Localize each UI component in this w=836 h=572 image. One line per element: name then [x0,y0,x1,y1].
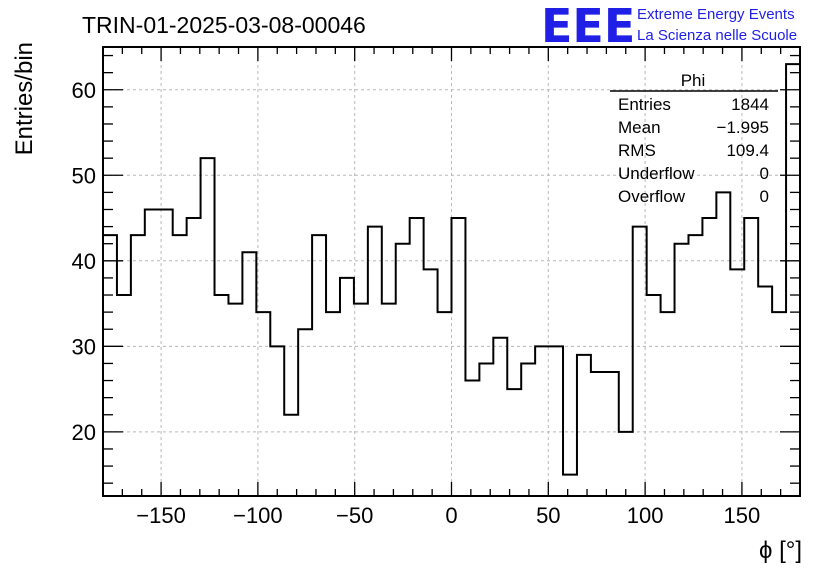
y-axis-label: Entries/bin [11,42,38,155]
histogram-bin [270,346,284,496]
stats-label: Underflow [618,164,695,183]
histogram-bin [215,295,229,496]
y-tick-label: 40 [72,249,96,274]
histogram-bin [675,244,689,496]
stats-label: Mean [618,118,661,137]
histogram-bin [688,235,702,496]
logo-line-1: Extreme Energy Events [637,6,795,23]
histogram-bin [368,227,382,496]
axis-ticks [103,47,800,496]
histogram-bin [298,329,312,496]
histogram-bin [605,372,619,496]
y-tick-label: 30 [72,334,96,359]
x-axis-label: ϕ [°] [759,537,802,564]
histogram-bin [493,338,507,496]
histogram-bin [326,312,340,496]
stats-rows: Entries 1844 Mean −1.995 RMS 109.4 Underflow 0 O… [618,95,769,206]
histogram-bin [647,295,661,496]
stats-label: Overflow [618,187,686,206]
histogram-bin [242,252,256,496]
histogram-series [103,63,800,496]
eee-logo: EEE [541,0,635,53]
x-tick-label: −100 [233,503,283,528]
histogram-outline [103,63,800,476]
stats-value: 109.4 [726,141,769,160]
histogram-bin [117,295,131,496]
histogram-bin [131,235,145,496]
x-tick-label: 50 [536,503,560,528]
histogram-bin [661,312,675,496]
histogram-bin [145,209,159,496]
histogram-bin [507,389,521,496]
stats-value: 0 [760,164,769,183]
y-tick-labels: 20 30 40 50 60 [72,78,96,445]
histogram-bin [438,312,452,496]
histogram-bin [772,312,786,496]
histogram-bin [382,304,396,496]
histogram-bin [479,363,493,496]
histogram-bin [452,218,466,496]
stats-title: Phi [681,71,706,90]
x-tick-label: 100 [627,503,664,528]
x-tick-label: −150 [136,503,186,528]
histogram-bin [103,235,117,496]
histogram-bin [312,235,326,496]
histogram-bin [549,346,563,496]
y-tick-label: 50 [72,163,96,188]
chart-title: TRIN-01-2025-03-08-00046 [82,12,366,38]
stats-label: Entries [618,95,671,114]
histogram-bin [173,235,187,496]
x-tick-labels: −150 −100 −50 0 50 100 150 [136,503,760,528]
histogram-bin [284,415,298,496]
histogram-bin [535,346,549,496]
x-tick-label: −50 [336,503,373,528]
histogram-bin [201,158,215,496]
histogram-bin [340,278,354,496]
stats-label: RMS [618,141,656,160]
histogram-bin [716,192,730,496]
y-tick-label: 20 [72,420,96,445]
histogram-bin [424,269,438,496]
histogram-bin [410,218,424,496]
histogram-bin [354,304,368,496]
histogram-bin [633,227,647,496]
histogram-bin [591,372,605,496]
x-tick-label: 0 [445,503,457,528]
histogram-bin [758,286,772,496]
stats-value: 0 [760,187,769,206]
y-tick-label: 60 [72,78,96,103]
histogram-bin [577,355,591,496]
logo-line-2: La Scienza nelle Scuole [637,27,797,44]
histogram-bin [465,381,479,496]
histogram-bin [563,475,577,496]
histogram-bin [521,363,535,496]
histogram-bin [396,244,410,496]
histogram-bin [702,218,716,496]
histogram-bin [228,304,242,496]
stats-value: −1.995 [717,118,769,137]
histogram-bin [619,432,633,496]
histogram-bin [256,312,270,496]
stats-box: Phi Entries 1844 Mean −1.995 RMS 109.4 Underfl… [610,71,778,206]
stats-value: 1844 [731,95,769,114]
histogram-bin [187,218,201,496]
x-tick-label: 150 [724,503,761,528]
histogram-bin [744,218,758,496]
